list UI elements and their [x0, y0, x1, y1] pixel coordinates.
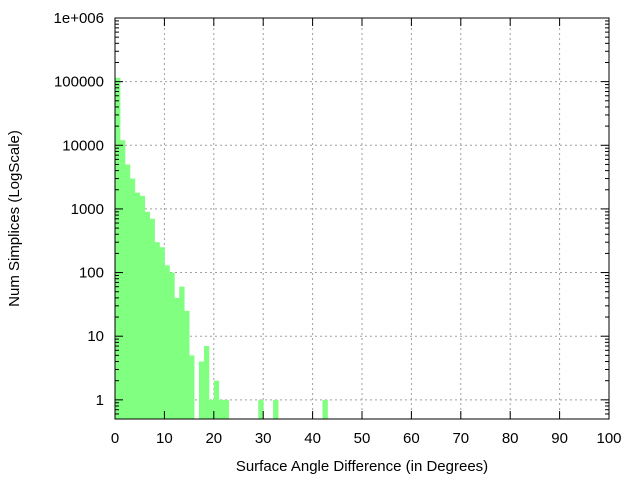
grid-lines	[115, 18, 609, 419]
histogram-bar	[213, 380, 220, 419]
histogram-bar	[218, 399, 225, 419]
y-tick-label: 1000	[71, 201, 104, 218]
histogram-bar	[124, 164, 131, 419]
x-tick-label: 10	[156, 430, 173, 447]
histogram-bar	[119, 140, 126, 420]
histogram-bar	[129, 178, 136, 419]
x-axis-label: Surface Angle Difference (in Degrees)	[236, 458, 488, 475]
histogram-bar	[154, 242, 160, 419]
histogram-bar	[179, 286, 185, 419]
x-tick-label: 70	[452, 430, 469, 447]
histogram-bar	[115, 77, 121, 419]
y-tick-label: 10000	[62, 137, 104, 154]
histogram-bar	[273, 399, 279, 419]
x-tick-label: 40	[304, 430, 321, 447]
histogram-bar	[144, 211, 150, 419]
x-tick-label: 0	[111, 430, 119, 447]
y-axis-tick-labels: 1 10 100 1000 10000 100000 1e+006	[54, 10, 104, 409]
axis-ticks	[114, 17, 610, 420]
y-tick-label: 1	[96, 392, 104, 409]
histogram-bar	[149, 218, 155, 419]
y-axis-label: Num Simplices (LogScale)	[6, 130, 23, 307]
x-tick-label: 30	[255, 430, 272, 447]
histogram-bar	[198, 361, 205, 419]
x-tick-label: 60	[403, 430, 420, 447]
x-axis-tick-labels: 0 10 20 30 40 50 60 70 80 90 100	[111, 430, 622, 447]
histogram-bar	[184, 310, 190, 419]
x-tick-label: 90	[551, 430, 568, 447]
histogram-bar	[322, 399, 328, 419]
x-tick-label: 50	[354, 430, 371, 447]
histogram-bar	[139, 195, 146, 419]
x-tick-label: 100	[596, 430, 621, 447]
x-tick-label: 80	[502, 430, 519, 447]
histogram-bar	[203, 346, 210, 419]
histogram-bar	[169, 272, 175, 419]
histogram-bars	[115, 77, 328, 420]
histogram-bar	[258, 399, 264, 419]
y-tick-label: 10	[87, 328, 104, 345]
x-tick-label: 20	[205, 430, 222, 447]
y-tick-label: 100	[79, 265, 104, 282]
histogram-bar	[134, 192, 141, 419]
histogram-bar	[208, 399, 215, 419]
histogram-bar	[164, 265, 170, 419]
histogram-bar	[189, 355, 195, 419]
histogram-bar	[159, 247, 165, 419]
y-tick-label: 1e+006	[54, 10, 104, 27]
histogram-bar	[223, 399, 230, 419]
y-tick-label: 100000	[54, 74, 104, 91]
histogram-bar	[174, 297, 180, 419]
